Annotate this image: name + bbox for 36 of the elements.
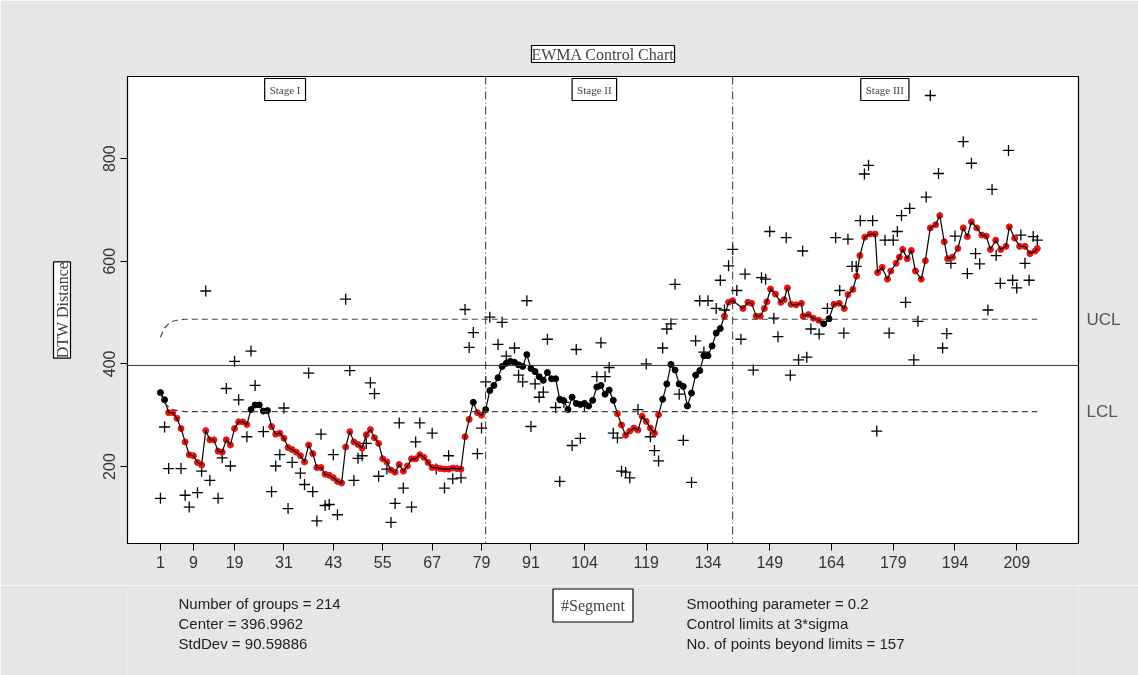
text: Number of groups = 214 xyxy=(178,595,341,612)
line-series xyxy=(159,318,1038,338)
text: UCL xyxy=(1086,309,1121,329)
x-tick-label: 31 xyxy=(275,553,293,571)
x-tick-label: 194 xyxy=(941,553,969,571)
x-tick-label: 67 xyxy=(423,553,442,571)
x-tick-label: 1 xyxy=(155,553,165,571)
annotation: Stage III xyxy=(865,83,905,96)
text: Control limits at 3*sigma xyxy=(686,615,849,632)
x-tick-label: 55 xyxy=(373,553,392,571)
annotation: Stage II xyxy=(577,83,612,96)
x-tick-label: 79 xyxy=(472,553,491,571)
y-tick-label: 200 xyxy=(101,453,119,480)
x-tick-label: 209 xyxy=(1003,553,1031,571)
text: No. of points beyond limits = 157 xyxy=(686,635,905,652)
y-axis-title: DTW Distance xyxy=(53,262,71,359)
text: Center = 396.9962 xyxy=(178,615,304,632)
text: LCL xyxy=(1086,402,1118,422)
y-tick-label: 600 xyxy=(101,247,119,275)
x-tick-label: 91 xyxy=(522,553,540,571)
x-tick-label: 104 xyxy=(571,553,598,571)
text: Smoothing parameter = 0.2 xyxy=(686,595,869,612)
x-tick-label: 134 xyxy=(694,553,722,571)
x-tick-label: 164 xyxy=(818,553,845,571)
x-tick-label: 149 xyxy=(756,553,784,571)
y-tick-label: 800 xyxy=(101,145,119,172)
x-tick-label: 119 xyxy=(633,553,660,571)
chart-title: EWMA Control Chart xyxy=(531,45,675,63)
x-tick-label: 43 xyxy=(324,553,343,571)
text: StdDev = 90.59886 xyxy=(178,635,308,652)
x-tick-label: 19 xyxy=(225,553,244,571)
annotation: Stage I xyxy=(269,83,301,96)
x-axis-title: #Segment xyxy=(561,597,626,615)
y-tick-label: 400 xyxy=(101,350,119,378)
x-tick-label: 9 xyxy=(188,553,198,571)
x-tick-label: 179 xyxy=(879,553,907,571)
